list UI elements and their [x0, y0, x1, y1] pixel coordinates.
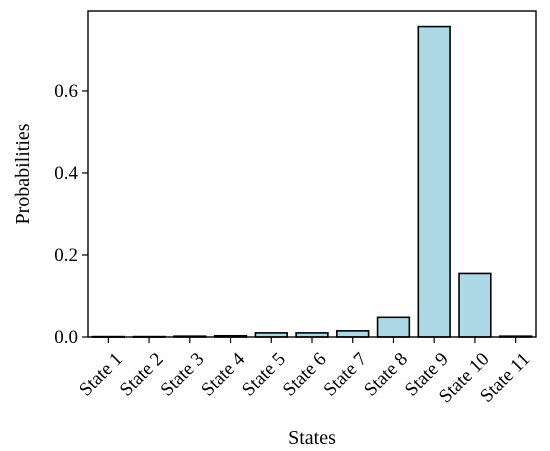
bars-group	[91, 25, 533, 338]
y-tick-label: 0.0	[54, 327, 78, 348]
x-tick-label: State 5	[238, 349, 290, 401]
y-tick-label: 0.2	[54, 245, 78, 266]
x-tick-label: State 1	[75, 349, 127, 401]
x-axis-title: States	[288, 427, 336, 449]
y-axis-ticks: 0.0 0.2 0.4 0.6	[54, 81, 88, 348]
bar-9	[417, 25, 451, 338]
bar-8	[376, 316, 411, 338]
bar-10	[458, 272, 492, 338]
x-tick-label: State 4	[197, 348, 249, 400]
y-tick-label: 0.4	[54, 163, 78, 184]
bar-7	[336, 330, 370, 338]
x-tick-label: State 6	[279, 349, 331, 401]
y-tick-label: 0.6	[54, 81, 78, 102]
x-tick-label: State 8	[360, 349, 412, 401]
x-tick-label: State 2	[116, 349, 168, 401]
y-axis-title: Probabilities	[12, 123, 34, 224]
plot-frame	[87, 10, 537, 338]
x-tick-label: State 7	[320, 349, 372, 401]
x-tick-label: State 3	[157, 349, 209, 401]
